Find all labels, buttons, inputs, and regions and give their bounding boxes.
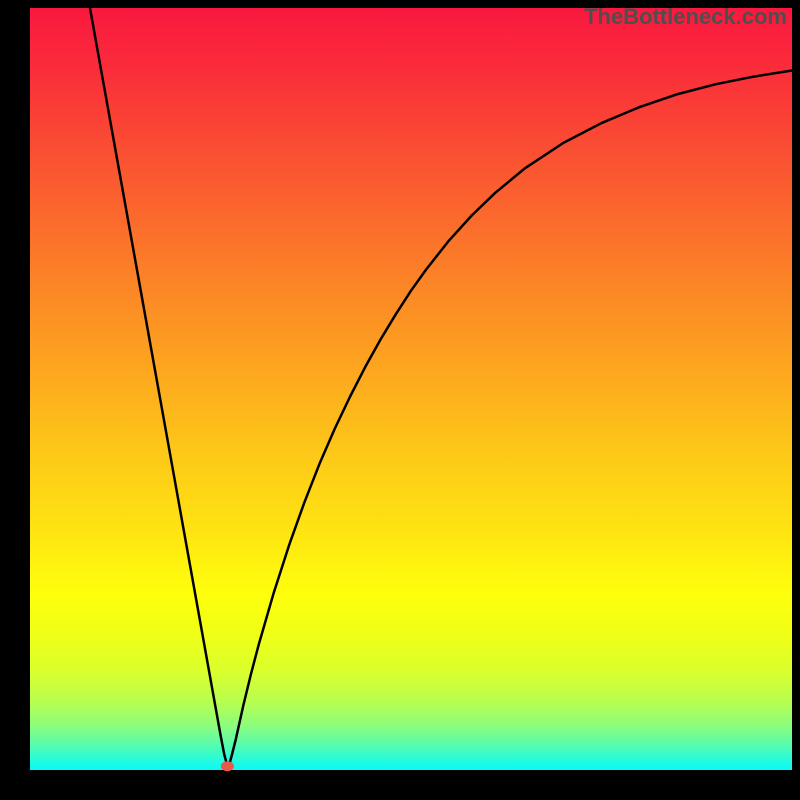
- chart-svg: [0, 0, 800, 800]
- watermark-text: TheBottleneck.com: [584, 4, 787, 30]
- optimal-point-marker: [221, 761, 234, 771]
- plot-area: [30, 8, 792, 770]
- chart-container: TheBottleneck.com: [0, 0, 800, 800]
